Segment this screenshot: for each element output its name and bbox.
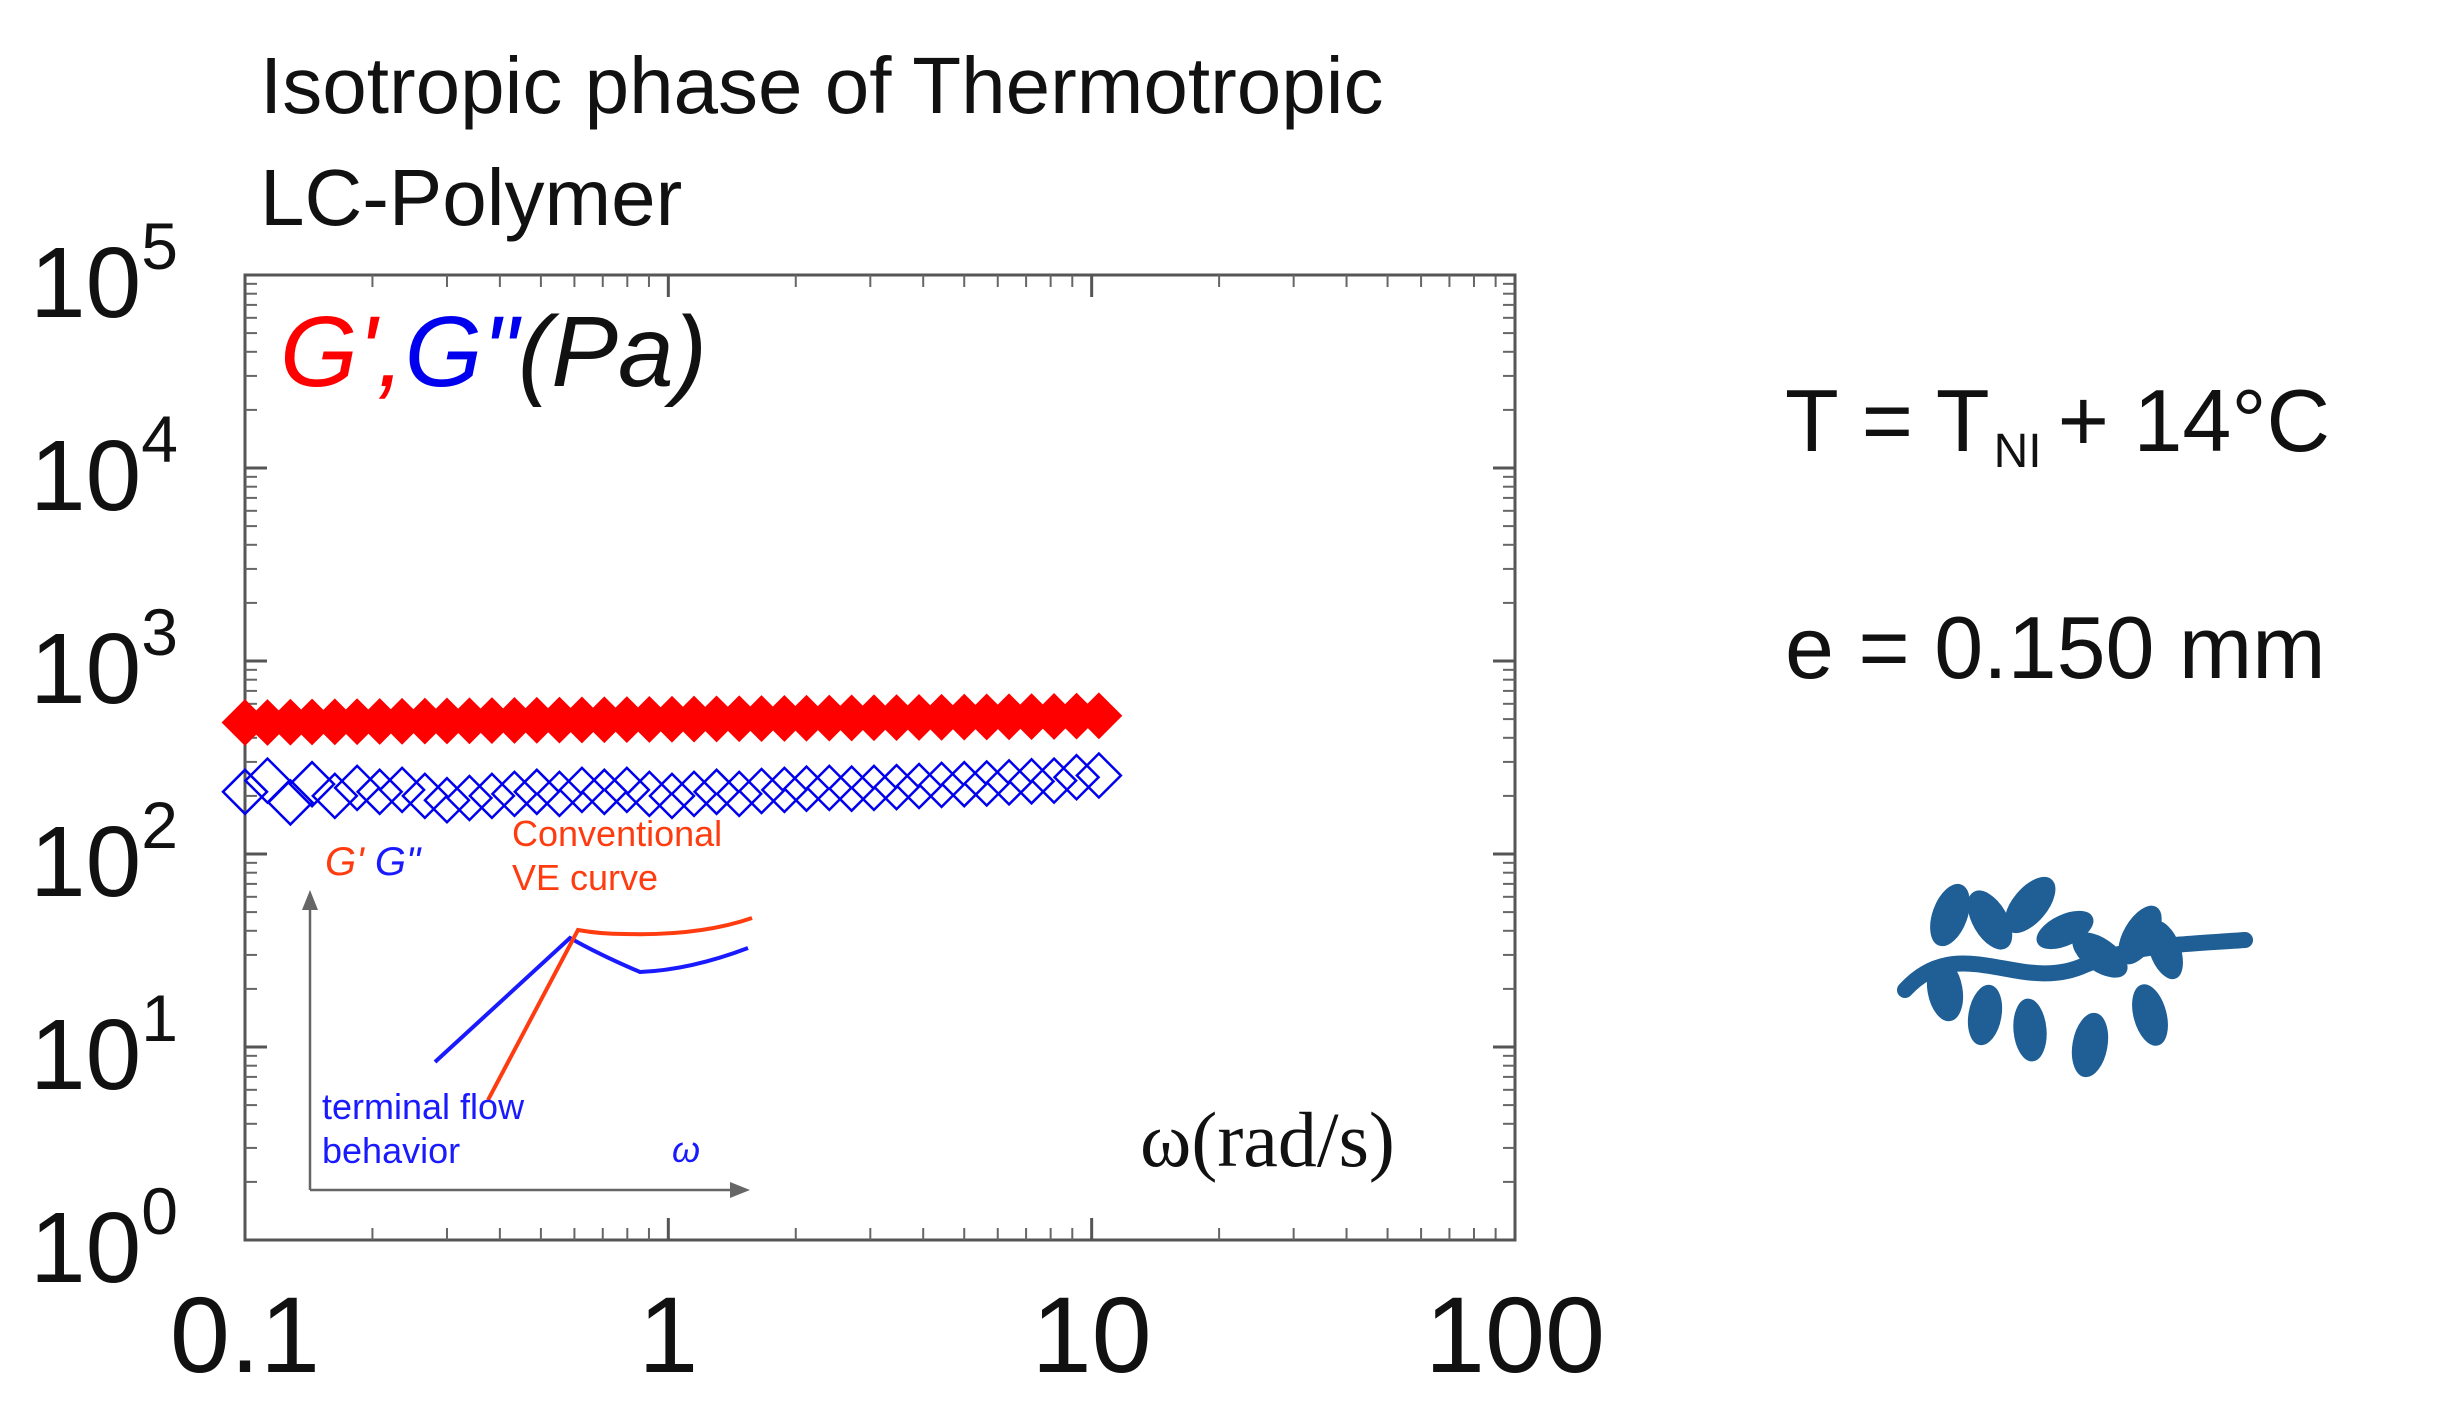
inset-red-curve	[486, 916, 753, 1101]
y-tick-label: 104	[30, 402, 178, 532]
g-double-prime-point	[760, 766, 809, 814]
inset-g-double-prime: G"	[374, 840, 421, 884]
g-double-prime-point	[625, 770, 674, 818]
series-g-prime	[221, 692, 1123, 746]
chart-title-line2: LC-Polymer	[260, 153, 683, 242]
y-tick-label: 103	[30, 595, 178, 725]
x-tick-labels: 0.1 1 10 100	[170, 1274, 1605, 1395]
inset-terminal-line1: terminal flow	[322, 1086, 525, 1127]
inset-g-prime: G'	[325, 840, 364, 884]
temp-suffix: + 14°C	[2057, 371, 2331, 470]
gap-condition: e = 0.150 mm	[1785, 598, 2326, 697]
g-double-prime-point	[670, 770, 718, 818]
g-double-prime-point	[513, 768, 561, 816]
g-double-prime-point	[737, 767, 786, 815]
temp-subscript: NI	[1993, 425, 2042, 478]
inset-y-arrow	[302, 890, 318, 910]
g-double-prime-point	[1007, 757, 1056, 806]
g-prime-label: G'	[280, 296, 377, 408]
g-double-prime-point	[917, 761, 966, 809]
inset-conventional-label: Conventional VE curve	[512, 812, 722, 900]
plot-frame	[243, 273, 1517, 1242]
g-double-prime-point	[782, 764, 831, 813]
g-double-prime-point	[985, 758, 1033, 807]
inset-terminal-label: terminal flow behavior	[322, 1085, 524, 1173]
g-double-prime-point	[648, 772, 696, 820]
g-double-prime-point	[805, 764, 854, 812]
g-double-prime-point	[468, 772, 516, 820]
chart-title-line1: Isotropic phase of Thermotropic	[260, 41, 1384, 130]
g-double-prime-point	[715, 770, 763, 818]
inset-blue-curve	[433, 935, 749, 1064]
inset-omega-label: ω	[672, 1129, 701, 1170]
g-double-prime-point	[221, 768, 269, 816]
g-double-prime-point	[423, 776, 471, 824]
x-axis-label: ω(rad/s)	[1140, 1096, 1395, 1183]
g-double-prime-point	[355, 768, 404, 816]
g-double-prime-point	[401, 772, 449, 820]
series-g-double-prime	[221, 751, 1123, 827]
x-tick-label: 100	[1425, 1274, 1605, 1395]
y-tick-label: 101	[30, 981, 178, 1111]
g-double-prime-point	[872, 763, 921, 811]
y-axis-label: G',G"(Pa)	[280, 295, 707, 410]
temperature-condition: T = TNI + 14°C	[1785, 370, 2331, 478]
label-comma: ,	[376, 296, 405, 408]
inset-g-labels: G' G"	[325, 840, 420, 884]
g-double-prime-point	[333, 764, 381, 812]
g-double-prime-point	[940, 760, 988, 808]
x-tick-label: 10	[1032, 1274, 1152, 1395]
g-double-prime-point	[692, 768, 741, 816]
g-prime-point	[1075, 692, 1123, 740]
g-double-prime-point	[311, 772, 359, 820]
lc-polymer-molecule-icon	[1897, 876, 2253, 1078]
g-double-prime-point	[490, 770, 539, 818]
temp-prefix: T = T	[1785, 371, 1990, 470]
inset-conventional-line1: Conventional	[512, 813, 723, 854]
y-tick-labels: 100 101 102 103 104 105	[30, 209, 178, 1304]
inset-conventional-line2: VE curve	[512, 857, 659, 898]
major-ticks	[243, 273, 1517, 1242]
g-double-prime-point	[288, 760, 336, 808]
y-tick-label: 102	[30, 788, 178, 918]
g-double-prime-point	[962, 759, 1011, 808]
x-tick-label: 1	[638, 1274, 698, 1395]
g-double-prime-point	[535, 770, 584, 818]
minor-ticks	[245, 275, 1515, 1240]
g-double-prime-point	[1052, 753, 1101, 801]
g-double-prime-point	[827, 764, 876, 813]
g-double-prime-point	[850, 764, 898, 812]
inset-sketch	[302, 890, 753, 1198]
y-tick-label: 100	[30, 1174, 178, 1304]
g-double-prime-point	[1030, 756, 1078, 805]
g-double-prime-point	[445, 774, 494, 822]
inset-terminal-line2: behavior	[322, 1130, 461, 1171]
x-tick-label: 0.1	[170, 1274, 320, 1395]
unit-label: (Pa)	[517, 296, 707, 408]
g-double-prime-point	[558, 766, 606, 814]
g-double-prime-point	[580, 768, 629, 816]
y-tick-label: 105	[30, 209, 178, 339]
g-double-prime-label: G"	[404, 296, 518, 408]
inset-x-arrow	[730, 1182, 750, 1198]
g-double-prime-point	[1075, 751, 1123, 800]
g-double-prime-point	[266, 778, 315, 827]
g-double-prime-point	[603, 766, 651, 814]
g-double-prime-point	[895, 762, 943, 810]
